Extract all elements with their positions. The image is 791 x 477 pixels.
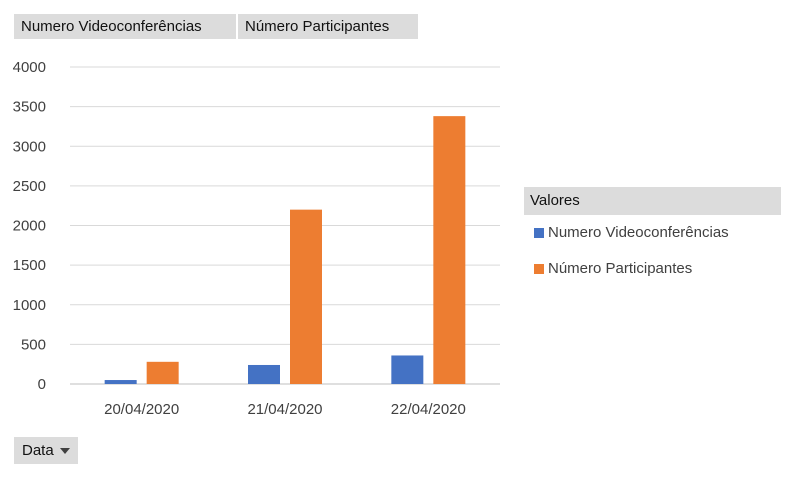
y-tick-label: 1000: [13, 297, 46, 314]
legend-label: Numero Videoconferências: [548, 224, 729, 241]
x-tick-label: 22/04/2020: [391, 401, 466, 418]
bar-videoconferencias-0[interactable]: [104, 380, 137, 384]
y-tick-label: 2500: [13, 178, 46, 195]
series-field-button-videoconferencias[interactable]: Numero Videoconferências: [14, 14, 236, 39]
legend-item-participantes: Número Participantes: [524, 251, 781, 287]
bar-participantes-2[interactable]: [433, 116, 466, 384]
x-tick-label: 20/04/2020: [104, 401, 179, 418]
y-tick-label: 500: [21, 336, 46, 353]
legend-item-videoconferencias: Numero Videoconferências: [524, 215, 781, 251]
y-axis-ticks: 0 500 1000 1500 2000 2500 3000 3500 4000: [13, 59, 46, 393]
gridlines: [70, 66, 500, 385]
y-tick-label: 1500: [13, 257, 46, 274]
series-field-button-participantes[interactable]: Número Participantes: [238, 14, 418, 39]
bar-participantes-1[interactable]: [290, 209, 322, 384]
y-tick-label: 4000: [13, 59, 46, 76]
bar-chart: 0 500 1000 1500 2000 2500 3000 3500 4000 20/04/2…: [13, 59, 500, 418]
legend-title[interactable]: Valores: [524, 187, 781, 215]
chart-legend: Valores Numero Videoconferências Número …: [524, 187, 781, 287]
dropdown-arrow-icon: [59, 448, 70, 455]
x-tick-label: 21/04/2020: [247, 401, 322, 418]
y-tick-label: 2000: [13, 218, 46, 235]
axis-field-label: Data: [22, 442, 54, 459]
x-axis-ticks: 20/04/2020 21/04/2020 22/04/2020: [104, 401, 466, 418]
legend-swatch-blue: [534, 228, 544, 238]
legend-label: Número Participantes: [548, 260, 693, 277]
bar-videoconferencias-1[interactable]: [248, 364, 280, 384]
y-tick-label: 3500: [13, 99, 46, 116]
bars[interactable]: [104, 116, 466, 384]
bar-videoconferencias-2[interactable]: [391, 355, 424, 384]
legend-swatch-orange: [534, 264, 544, 274]
y-tick-label: 0: [38, 376, 46, 393]
bar-participantes-0[interactable]: [146, 361, 179, 384]
y-tick-label: 3000: [13, 138, 46, 155]
axis-field-button-data[interactable]: Data: [14, 437, 78, 464]
